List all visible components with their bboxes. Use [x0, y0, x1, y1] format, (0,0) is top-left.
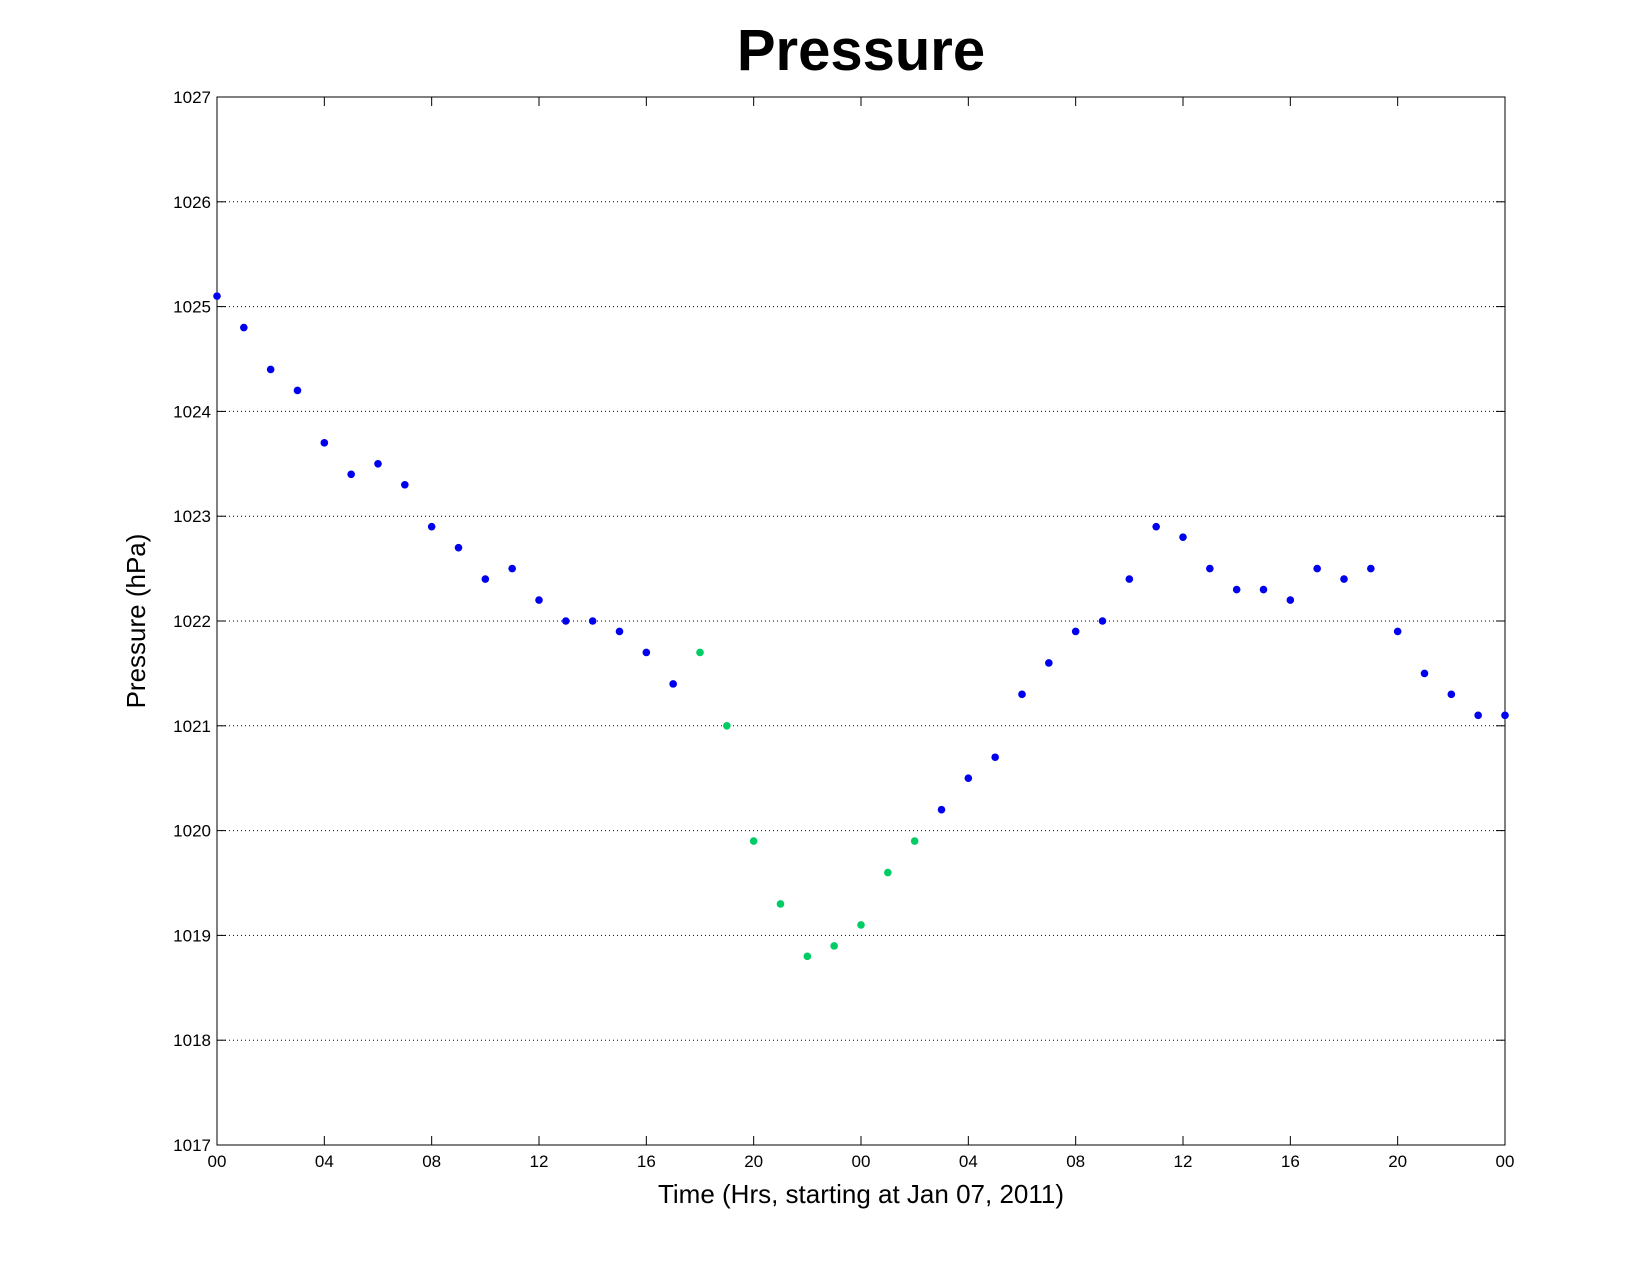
data-point [588, 617, 597, 625]
y-tick-label: 1025 [173, 298, 211, 317]
chart-title: Pressure [737, 18, 985, 83]
x-tick-labels: 00 04 08 12 16 20 00 04 08 12 16 20 00 [208, 1152, 1515, 1171]
data-point [1098, 617, 1107, 625]
data-point [937, 805, 946, 814]
y-tick-label: 1023 [173, 507, 211, 526]
data-point [1045, 659, 1053, 667]
data-point [1367, 564, 1375, 573]
data-point [696, 648, 704, 657]
data-point [1179, 533, 1187, 541]
x-axis-label: Time (Hrs, starting at Jan 07, 2011) [658, 1179, 1064, 1209]
x-tick-label: 00 [208, 1152, 227, 1171]
data-point [1501, 711, 1509, 720]
x-tick-label: 16 [1281, 1152, 1300, 1171]
data-point [991, 753, 999, 762]
data-point [1259, 585, 1268, 594]
data-point [508, 564, 516, 573]
data-point [1474, 711, 1482, 720]
data-point [427, 522, 436, 531]
data-point [374, 460, 382, 468]
data-point [1420, 669, 1429, 678]
data-point [481, 575, 490, 583]
data-point [266, 365, 275, 374]
y-tick-label: 1024 [173, 402, 211, 421]
x-tick-label: 08 [1066, 1152, 1085, 1171]
data-point [1071, 627, 1080, 636]
data-point [1447, 690, 1456, 699]
data-point [803, 952, 812, 961]
y-tick-labels: 1017 1018 1019 1020 1021 1022 1023 1024 1025 1026… [173, 88, 211, 1155]
data-point [293, 386, 302, 395]
x-tick-label: 20 [744, 1152, 763, 1171]
grid-lines [217, 201, 1505, 1041]
y-tick-label: 1022 [173, 612, 211, 631]
y-tick-label: 1020 [173, 822, 211, 841]
y-tick-label: 1026 [173, 193, 211, 212]
data-points [213, 292, 1509, 961]
y-tick-label: 1017 [173, 1136, 211, 1155]
data-point [213, 292, 221, 300]
data-point [723, 722, 731, 730]
x-tick-label: 16 [637, 1152, 656, 1171]
data-point [1313, 564, 1321, 573]
x-tick-label: 00 [852, 1152, 871, 1171]
x-tick-label: 20 [1388, 1152, 1407, 1171]
data-point [1206, 564, 1214, 573]
x-tick-label: 12 [1174, 1152, 1193, 1171]
data-point [1152, 522, 1160, 531]
x-tick-label: 04 [959, 1152, 978, 1171]
data-point [615, 627, 624, 636]
data-point [1125, 575, 1134, 583]
data-point [347, 470, 355, 479]
data-point [1393, 627, 1402, 636]
data-point [454, 543, 463, 552]
y-tick-label: 1021 [173, 717, 211, 736]
y-tick-label: 1019 [173, 926, 211, 945]
data-point [1340, 575, 1348, 583]
data-point [562, 617, 570, 625]
data-point [1018, 690, 1026, 699]
y-axis-label: Pressure (hPa) [121, 534, 151, 709]
x-tick-label: 00 [1496, 1152, 1515, 1171]
data-point [884, 868, 892, 877]
data-point [669, 680, 677, 688]
x-tick-label: 04 [315, 1152, 334, 1171]
axis-ticks [216, 96, 1506, 1146]
data-point [642, 648, 651, 657]
data-point [535, 596, 543, 604]
data-point [749, 837, 758, 845]
data-point [964, 774, 973, 782]
data-point [910, 837, 919, 845]
data-point [776, 900, 785, 908]
data-point [401, 480, 409, 489]
x-tick-label: 12 [530, 1152, 549, 1171]
data-point [320, 439, 329, 447]
data-point [857, 921, 865, 929]
y-tick-label: 1018 [173, 1031, 211, 1050]
data-point [1232, 585, 1241, 594]
data-point [1286, 596, 1295, 604]
y-tick-label: 1027 [173, 88, 211, 107]
x-tick-label: 08 [422, 1152, 441, 1171]
data-point [240, 323, 248, 332]
data-point [830, 942, 838, 950]
